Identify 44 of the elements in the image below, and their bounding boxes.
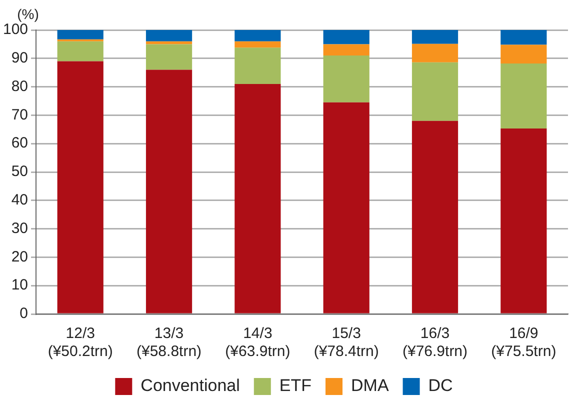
x-tick-label: 13/3 (¥58.8trn) xyxy=(136,325,202,360)
bar xyxy=(500,64,547,129)
bar xyxy=(323,44,370,56)
x-tick-label: 12/3 (¥50.2trn) xyxy=(48,325,113,360)
y-tick-label: 30 xyxy=(11,220,28,237)
bar xyxy=(412,120,458,314)
bar xyxy=(146,70,192,314)
legend-label: DMA xyxy=(351,376,390,396)
bar xyxy=(412,62,458,121)
bar xyxy=(57,41,104,62)
y-tick-label: 60 xyxy=(11,134,28,152)
bar xyxy=(323,30,370,44)
bar xyxy=(234,84,281,314)
legend-label: Conventional xyxy=(140,376,240,396)
bar xyxy=(500,30,547,45)
bar xyxy=(57,30,104,40)
x-tick-label: 15/3 (¥78.4trn) xyxy=(314,325,379,360)
bar xyxy=(500,44,547,64)
y-tick-label: 70 xyxy=(11,106,28,124)
bar xyxy=(323,56,370,102)
x-tick-label: 14/3 (¥63.9trn) xyxy=(225,325,290,360)
bar xyxy=(234,48,281,84)
bar xyxy=(323,102,370,314)
x-tick-label: 16/3 (¥76.9trn) xyxy=(402,325,468,360)
y-tick-label: 100 xyxy=(2,21,28,38)
y-axis-title: (%) xyxy=(17,6,39,22)
y-tick-label: 40 xyxy=(11,192,28,209)
legend-label: DC xyxy=(428,376,453,396)
y-tick-label: 90 xyxy=(11,50,28,67)
x-tick-label: 16/9 (¥75.5trn) xyxy=(491,325,556,360)
bar xyxy=(412,44,458,62)
y-tick-label: 20 xyxy=(11,248,28,266)
bar xyxy=(412,30,458,44)
y-tick-label: 50 xyxy=(11,163,28,180)
bar xyxy=(234,41,281,48)
bar xyxy=(146,44,192,70)
legend-label: ETF xyxy=(279,376,312,396)
y-tick-label: 10 xyxy=(11,276,28,294)
bar xyxy=(57,61,104,314)
bar xyxy=(500,128,547,314)
bar xyxy=(146,30,192,42)
y-tick-label: 0 xyxy=(20,305,28,322)
y-tick-label: 80 xyxy=(11,78,28,95)
bar xyxy=(234,30,281,42)
